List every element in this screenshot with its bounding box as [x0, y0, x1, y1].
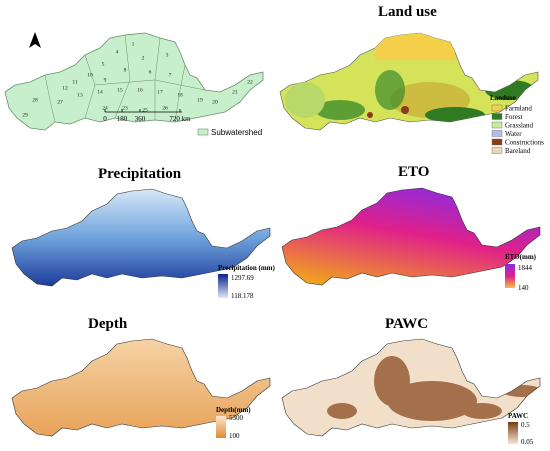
legend-label: Grassland: [505, 122, 533, 130]
color-bar: [505, 264, 515, 288]
subwatershed-label: 28: [32, 97, 38, 103]
scale-label: 360: [135, 115, 146, 123]
depth-panel: Depth Depth(mm) 5300 100: [11, 316, 271, 440]
legend-label: Constructions: [505, 139, 544, 147]
legend-swatch: [491, 138, 503, 146]
subwatershed-label: 12: [62, 85, 68, 91]
north-arrow: [29, 32, 41, 48]
subwatershed-label: 17: [157, 89, 163, 95]
subwatershed-label: 19: [197, 97, 203, 103]
legend-max: 0.5: [521, 421, 530, 429]
subwatershed-label: 25: [142, 107, 148, 113]
legend-min: 100: [229, 432, 240, 440]
land-use-patches: [285, 33, 535, 123]
subwatershed-label: 7: [169, 72, 172, 78]
panel-title: Depth: [88, 316, 128, 332]
subwatershed-label: 10: [87, 72, 93, 78]
legend-title: Landuse: [490, 94, 516, 102]
land-use-panel: Land use Landuse FarmlandForestGrasslandW…: [279, 4, 544, 155]
panel-title: Precipitation: [98, 166, 182, 182]
legend-max: 1297.69: [231, 274, 254, 282]
legend-label: Bareland: [505, 147, 531, 155]
legend-min: 118.178: [231, 292, 254, 300]
subwatershed-label: 6: [149, 69, 152, 75]
subwatershed-label: 3: [166, 52, 169, 58]
legend-max: 1844: [518, 264, 533, 272]
precipitation-panel: Precipitation Precipitation (mm) 1297.69…: [11, 166, 275, 300]
legend-swatch: [491, 121, 503, 129]
color-bar: [508, 422, 518, 444]
subwatershed-label: 22: [247, 79, 253, 85]
legend-label: Subwatershed: [211, 128, 262, 137]
subwatershed-label: 9: [104, 77, 107, 83]
scale-label: 180: [117, 115, 128, 123]
land-use-legend: Landuse FarmlandForestGrasslandWaterConst…: [490, 94, 544, 155]
legend-swatch: [491, 113, 503, 120]
legend-swatch: [491, 130, 503, 137]
pawc-panel: PAWC PAWC 0.5 0.05: [281, 316, 541, 446]
legend-min: 0.05: [521, 438, 534, 446]
color-bar: [216, 416, 226, 438]
panel-title: Land use: [378, 4, 437, 20]
subwatershed-label: 23: [122, 105, 128, 111]
legend-swatch: [491, 104, 503, 112]
legend-max: 5300: [229, 414, 244, 422]
legend-title: PAWC: [508, 412, 528, 420]
color-bar: [218, 274, 228, 298]
legend-title: ETO(mm): [505, 253, 537, 261]
subwatershed-label: 16: [137, 87, 143, 93]
subwatershed-label: 29: [22, 112, 28, 118]
subwatershed-boundaries: [44, 34, 206, 123]
subwatershed-label: 1: [132, 41, 135, 47]
subwatershed-label: 27: [57, 99, 63, 105]
subwatershed-label: 15: [117, 87, 123, 93]
scale-label: 720 km: [169, 115, 191, 123]
legend-label: Water: [505, 130, 522, 138]
panel-title: PAWC: [385, 316, 428, 332]
subwatershed-label: 24: [102, 105, 108, 111]
subwatershed-label: 2: [142, 55, 145, 61]
subwatershed-label: 20: [212, 99, 218, 105]
basin-map: [281, 187, 541, 286]
subwatershed-label: 4: [116, 49, 119, 55]
subwatershed-label: 18: [177, 92, 183, 98]
subwatershed-label: 21: [232, 89, 238, 95]
subwatershed-label: 26: [162, 105, 168, 111]
legend-title: Precipitation (mm): [218, 264, 275, 272]
panel-title: ETO: [398, 164, 429, 180]
scale-label: 0: [103, 115, 107, 123]
scale-labels: 0 180 360 720 km: [103, 109, 191, 123]
eto-panel: ETO ETO(mm) 1844 140: [281, 164, 541, 292]
subwatershed-label: 14: [97, 89, 103, 95]
legend-label: Farmland: [505, 105, 532, 113]
subwatershed-label: 5: [102, 61, 105, 67]
subwatershed-label: 11: [72, 79, 78, 85]
subwatershed-label: 13: [77, 92, 83, 98]
legend-swatch: [491, 147, 503, 154]
subwatershed-label: 8: [124, 67, 127, 73]
legend-label: Forest: [505, 113, 523, 121]
legend-swatch: [197, 128, 209, 136]
legend-title: Depth(mm): [216, 406, 251, 414]
legend-min: 140: [518, 284, 529, 292]
